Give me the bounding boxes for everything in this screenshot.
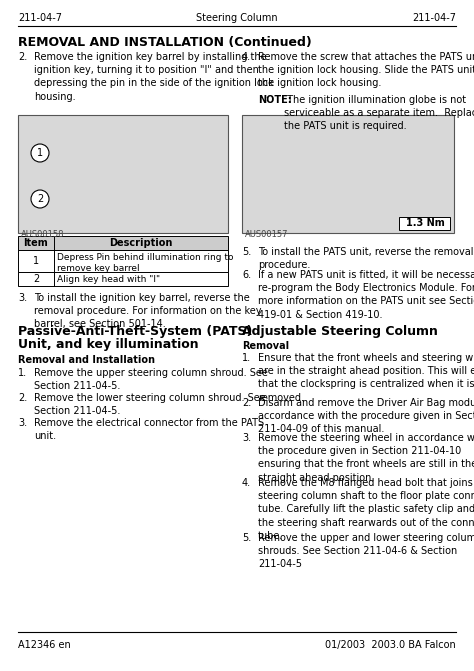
Text: Remove the upper steering column shroud. See
Section 211-04-5.: Remove the upper steering column shroud.… <box>34 368 268 391</box>
Text: 5.: 5. <box>242 247 251 257</box>
Text: 3.: 3. <box>242 433 251 443</box>
Text: To install the ignition key barrel, reverse the
removal procedure. For informati: To install the ignition key barrel, reve… <box>34 293 262 329</box>
Text: Description: Description <box>109 238 173 248</box>
Text: 3.: 3. <box>18 293 27 303</box>
Text: 1: 1 <box>37 148 43 158</box>
Text: Remove the upper and lower steering column
shrouds. See Section 211-04-6 & Secti: Remove the upper and lower steering colu… <box>258 533 474 570</box>
Text: 3.: 3. <box>18 418 27 428</box>
Text: Ensure that the front wheels and steering wheel
are in the straight ahead positi: Ensure that the front wheels and steerin… <box>258 353 474 403</box>
Text: The ignition illumination globe is not
serviceable as a separate item.  Replacem: The ignition illumination globe is not s… <box>284 95 474 132</box>
Bar <box>242 115 454 233</box>
Text: 1.: 1. <box>242 353 251 363</box>
FancyBboxPatch shape <box>400 217 450 229</box>
Text: 2: 2 <box>33 274 39 284</box>
Text: Align key head with "I": Align key head with "I" <box>57 275 160 284</box>
Text: Remove the ignition key barrel by installing the
ignition key, turning it to pos: Remove the ignition key barrel by instal… <box>34 52 274 101</box>
Text: 1.3 Nm: 1.3 Nm <box>406 218 444 228</box>
Text: To install the PATS unit, reverse the removal
procedure.: To install the PATS unit, reverse the re… <box>258 247 474 270</box>
Text: 4.: 4. <box>242 478 251 488</box>
Text: 1.: 1. <box>18 368 27 378</box>
Text: Unit, and key illumination: Unit, and key illumination <box>18 338 199 351</box>
Text: A12346 en: A12346 en <box>18 640 71 650</box>
Text: Removal: Removal <box>242 341 289 351</box>
Text: 5.: 5. <box>242 533 251 543</box>
Text: If a new PATS unit is fitted, it will be necessary to
re-program the Body Electr: If a new PATS unit is fitted, it will be… <box>258 270 474 319</box>
Bar <box>18 236 228 250</box>
Text: Remove the electrical connector from the PATS
unit.: Remove the electrical connector from the… <box>34 418 264 442</box>
Text: Disarm and remove the Driver Air Bag module in
accordance with the procedure giv: Disarm and remove the Driver Air Bag mod… <box>258 398 474 434</box>
Text: Remove the screw that attaches the PATS unit to
the ignition lock housing. Slide: Remove the screw that attaches the PATS … <box>258 52 474 89</box>
Text: REMOVAL AND INSTALLATION (Continued): REMOVAL AND INSTALLATION (Continued) <box>18 36 312 49</box>
Text: 2.: 2. <box>18 393 27 403</box>
Circle shape <box>31 190 49 208</box>
Text: Item: Item <box>24 238 48 248</box>
Text: Removal and Installation: Removal and Installation <box>18 355 155 365</box>
Text: 1: 1 <box>33 256 39 266</box>
Text: Depress Pin behind illumination ring to
remove key barrel: Depress Pin behind illumination ring to … <box>57 253 234 274</box>
Bar <box>18 272 228 286</box>
Text: Remove the M8 flanged head bolt that joins the
steering column shaft to the floo: Remove the M8 flanged head bolt that joi… <box>258 478 474 541</box>
Text: NOTE:: NOTE: <box>258 95 292 105</box>
Circle shape <box>31 144 49 162</box>
Text: Steering Column: Steering Column <box>196 13 278 23</box>
Text: 4.: 4. <box>242 52 251 62</box>
Text: Adjustable Steering Column: Adjustable Steering Column <box>242 325 438 338</box>
Text: 211-04-7: 211-04-7 <box>412 13 456 23</box>
Text: AUS00157: AUS00157 <box>245 230 289 239</box>
Text: 6.: 6. <box>242 270 251 280</box>
Text: Passive-Anti-Theft-System (PATS): Passive-Anti-Theft-System (PATS) <box>18 325 252 338</box>
Text: 01/2003  2003.0 BA Falcon: 01/2003 2003.0 BA Falcon <box>325 640 456 650</box>
Bar <box>18 250 228 272</box>
Text: 2.: 2. <box>242 398 251 408</box>
Text: 2: 2 <box>37 194 43 204</box>
Bar <box>18 115 228 233</box>
Text: AUS00158: AUS00158 <box>21 230 64 239</box>
Text: 211-04-7: 211-04-7 <box>18 13 62 23</box>
Text: Remove the steering wheel in accordance with
the procedure given in Section 211-: Remove the steering wheel in accordance … <box>258 433 474 482</box>
Text: 2.: 2. <box>18 52 27 62</box>
Text: Remove the lower steering column shroud. See
Section 211-04-5.: Remove the lower steering column shroud.… <box>34 393 266 416</box>
